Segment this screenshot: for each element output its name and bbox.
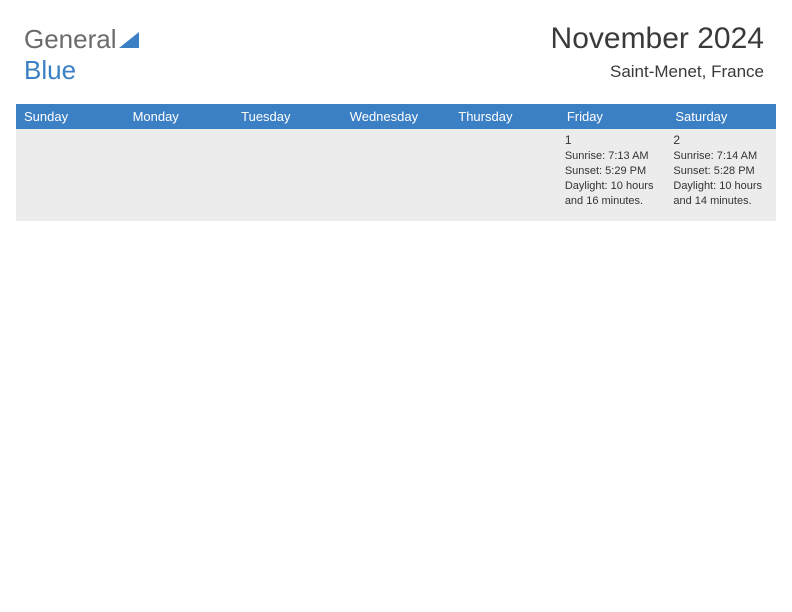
sunrise-line: Sunrise: 7:13 AM: [565, 149, 662, 164]
weekday-header: Sunday: [16, 104, 125, 129]
sunset-line: Sunset: 5:29 PM: [565, 164, 662, 179]
calendar-cell: [125, 129, 234, 221]
calendar-table: Sunday Monday Tuesday Wednesday Thursday…: [16, 104, 776, 221]
month-title: November 2024: [551, 22, 764, 56]
calendar-cell: [233, 129, 342, 221]
sunrise-line: Sunrise: 7:14 AM: [673, 149, 770, 164]
weekday-header: Monday: [125, 104, 234, 129]
weekday-header-row: Sunday Monday Tuesday Wednesday Thursday…: [16, 104, 776, 129]
daylight-line: Daylight: 10 hours and 16 minutes.: [565, 179, 662, 209]
header-block: November 2024 Saint-Menet, France: [551, 22, 764, 82]
calendar-cell: [16, 129, 125, 221]
calendar-cell: [342, 129, 451, 221]
calendar-row: 1Sunrise: 7:13 AMSunset: 5:29 PMDaylight…: [16, 129, 776, 221]
brand-logo: General Blue: [24, 24, 139, 86]
day-number: 2: [673, 132, 770, 148]
calendar-cell: [450, 129, 559, 221]
weekday-header: Wednesday: [342, 104, 451, 129]
day-number: 1: [565, 132, 662, 148]
brand-triangle-icon: [119, 32, 139, 48]
brand-word-1: General: [24, 24, 117, 54]
brand-word-2: Blue: [24, 55, 76, 85]
weekday-header: Tuesday: [233, 104, 342, 129]
calendar-cell: 1Sunrise: 7:13 AMSunset: 5:29 PMDaylight…: [559, 129, 668, 221]
calendar-cell: 2Sunrise: 7:14 AMSunset: 5:28 PMDaylight…: [667, 129, 776, 221]
daylight-line: Daylight: 10 hours and 14 minutes.: [673, 179, 770, 209]
weekday-header: Saturday: [667, 104, 776, 129]
weekday-header: Friday: [559, 104, 668, 129]
sunset-line: Sunset: 5:28 PM: [673, 164, 770, 179]
location-label: Saint-Menet, France: [551, 62, 764, 82]
weekday-header: Thursday: [450, 104, 559, 129]
